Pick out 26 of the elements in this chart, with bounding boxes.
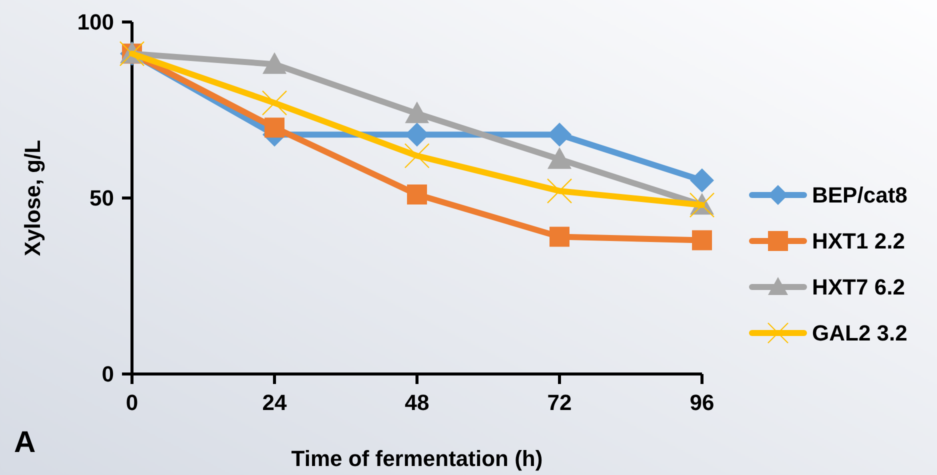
point: [404, 143, 430, 168]
legend-label: HXT7 6.2: [812, 274, 905, 300]
legend-label: GAL2 3.2: [812, 320, 908, 346]
x-axis-title: Time of fermentation (h): [291, 446, 543, 471]
point: [550, 226, 570, 247]
point: [264, 118, 284, 138]
point: [262, 52, 286, 74]
x-tick-label: 72: [547, 390, 572, 415]
legend-label: BEP/cat8: [812, 182, 908, 208]
x-tick-label: 0: [126, 390, 138, 415]
y-tick-label: 0: [102, 362, 114, 387]
point: [546, 178, 572, 204]
point: [548, 147, 572, 169]
text: A: [14, 426, 36, 459]
y-axis-title: Xylose, g/L: [20, 140, 45, 256]
point: [690, 168, 714, 192]
point: [407, 184, 427, 204]
point: [405, 102, 429, 124]
legend-label: HXT1 2.2: [812, 228, 905, 254]
x-tick-label: 24: [262, 390, 288, 415]
point: [692, 230, 712, 250]
y-tick-label: 50: [90, 186, 114, 211]
x-tick-label: 96: [690, 390, 714, 415]
point: [262, 90, 288, 116]
y-tick-label: 100: [77, 10, 114, 35]
x-tick-label: 48: [404, 390, 430, 415]
